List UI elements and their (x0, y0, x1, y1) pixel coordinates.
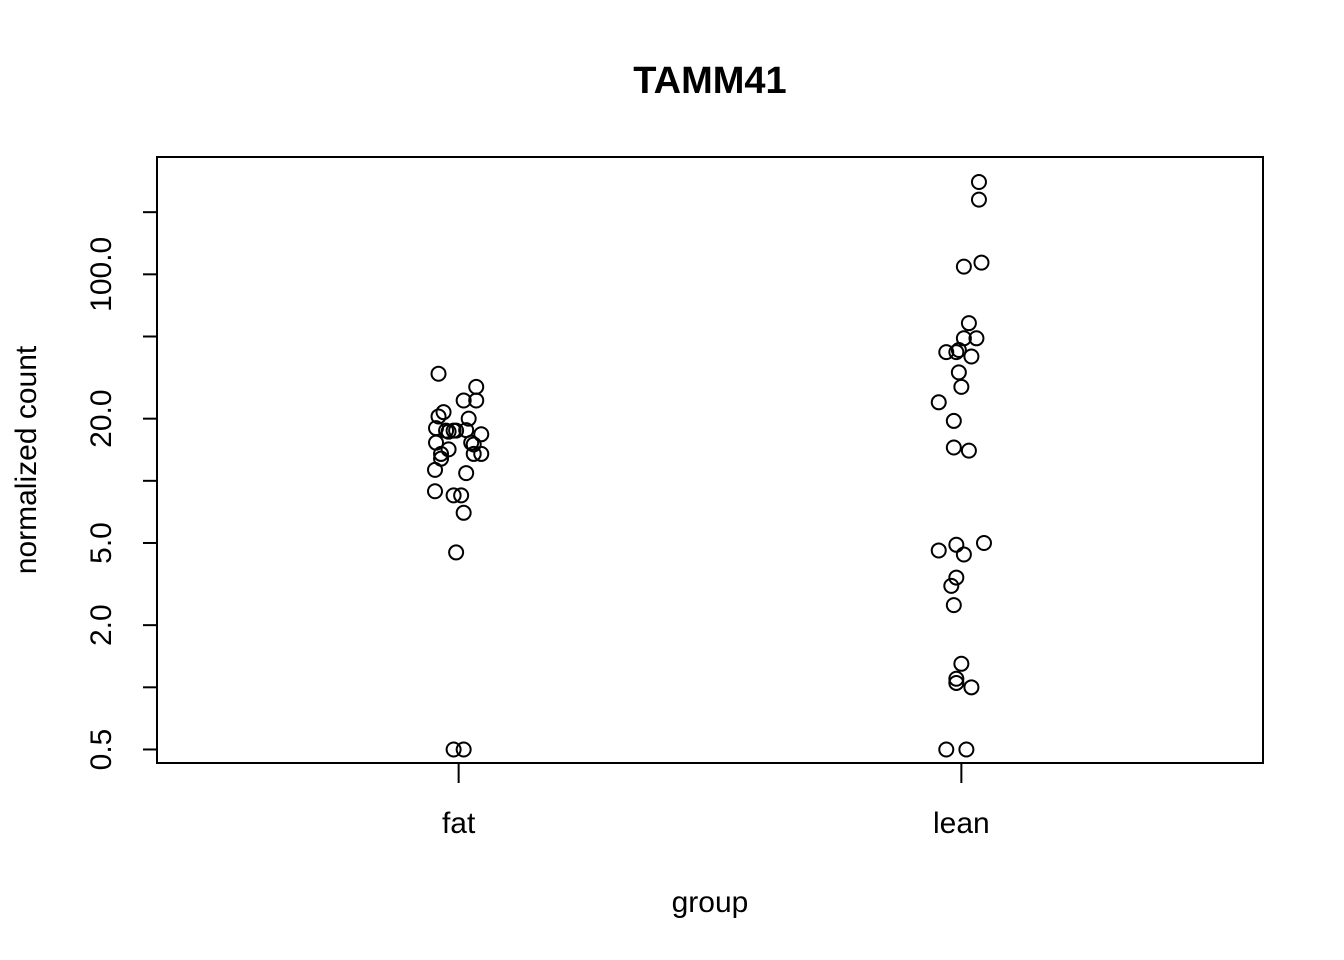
y-tick-label: 5.0 (85, 522, 118, 564)
x-tick-label: fat (442, 807, 476, 840)
data-point-lean (945, 412, 962, 429)
data-point-fat (473, 426, 490, 443)
data-point-fat (468, 378, 485, 395)
data-point-lean (968, 330, 985, 347)
data-point-fat (455, 392, 472, 409)
data-point-fat (433, 445, 450, 462)
data-point-lean (973, 254, 990, 271)
data-point-lean (960, 442, 977, 459)
data-point-lean (930, 394, 947, 411)
data-point-fat (473, 445, 490, 462)
y-tick-label: 100.0 (85, 237, 118, 312)
x-axis: fat lean (442, 763, 990, 840)
chart-title: TAMM41 (633, 60, 786, 102)
data-point-fat (455, 504, 472, 521)
data-point-lean (960, 315, 977, 332)
data-point-lean (975, 534, 992, 551)
data-point-lean (953, 655, 970, 672)
data-point-fat (453, 487, 470, 504)
data-point-lean (950, 342, 967, 359)
y-tick-label: 2.0 (85, 604, 118, 646)
data-point-lean (948, 674, 965, 691)
data-point-fat (460, 410, 477, 427)
data-point-fat (445, 487, 462, 504)
data-point-fat (448, 544, 465, 561)
data-point-fat (448, 422, 465, 439)
y-axis-label: normalized count (10, 345, 43, 574)
y-axis: 0.5 2.0 5.0 20.0 100.0 (85, 211, 157, 771)
data-point-lean (963, 679, 980, 696)
data-point-fat (430, 365, 447, 382)
data-point-lean (948, 344, 965, 361)
data-point-lean (963, 348, 980, 365)
data-point-fat (427, 461, 444, 478)
data-point-lean (958, 741, 975, 758)
data-point-fat (435, 404, 452, 421)
data-points (427, 173, 992, 758)
data-point-lean (970, 173, 987, 190)
data-point-lean (948, 569, 965, 586)
data-point-lean (938, 741, 955, 758)
plot-frame (156, 156, 1264, 764)
y-tick-label: 0.5 (85, 729, 118, 771)
data-point-fat (445, 741, 462, 758)
data-point-lean (945, 597, 962, 614)
data-point-fat (455, 741, 472, 758)
data-point-fat (468, 392, 485, 409)
data-point-fat (463, 434, 480, 451)
data-point-lean (955, 258, 972, 275)
data-point-lean (948, 536, 965, 553)
data-point-lean (948, 670, 965, 687)
y-tick-label: 20.0 (85, 389, 118, 447)
data-point-lean (945, 439, 962, 456)
data-point-lean (955, 546, 972, 563)
data-point-fat (430, 408, 447, 425)
x-axis-label: group (672, 886, 749, 919)
data-point-lean (970, 191, 987, 208)
data-point-lean (943, 577, 960, 594)
data-point-fat (427, 483, 444, 500)
data-point-lean (950, 364, 967, 381)
data-point-lean (953, 378, 970, 395)
data-point-fat (465, 445, 482, 462)
data-point-fat (440, 423, 457, 440)
x-tick-label: lean (933, 807, 990, 840)
data-point-lean (938, 344, 955, 361)
data-point-lean (930, 542, 947, 559)
data-point-fat (458, 465, 475, 482)
